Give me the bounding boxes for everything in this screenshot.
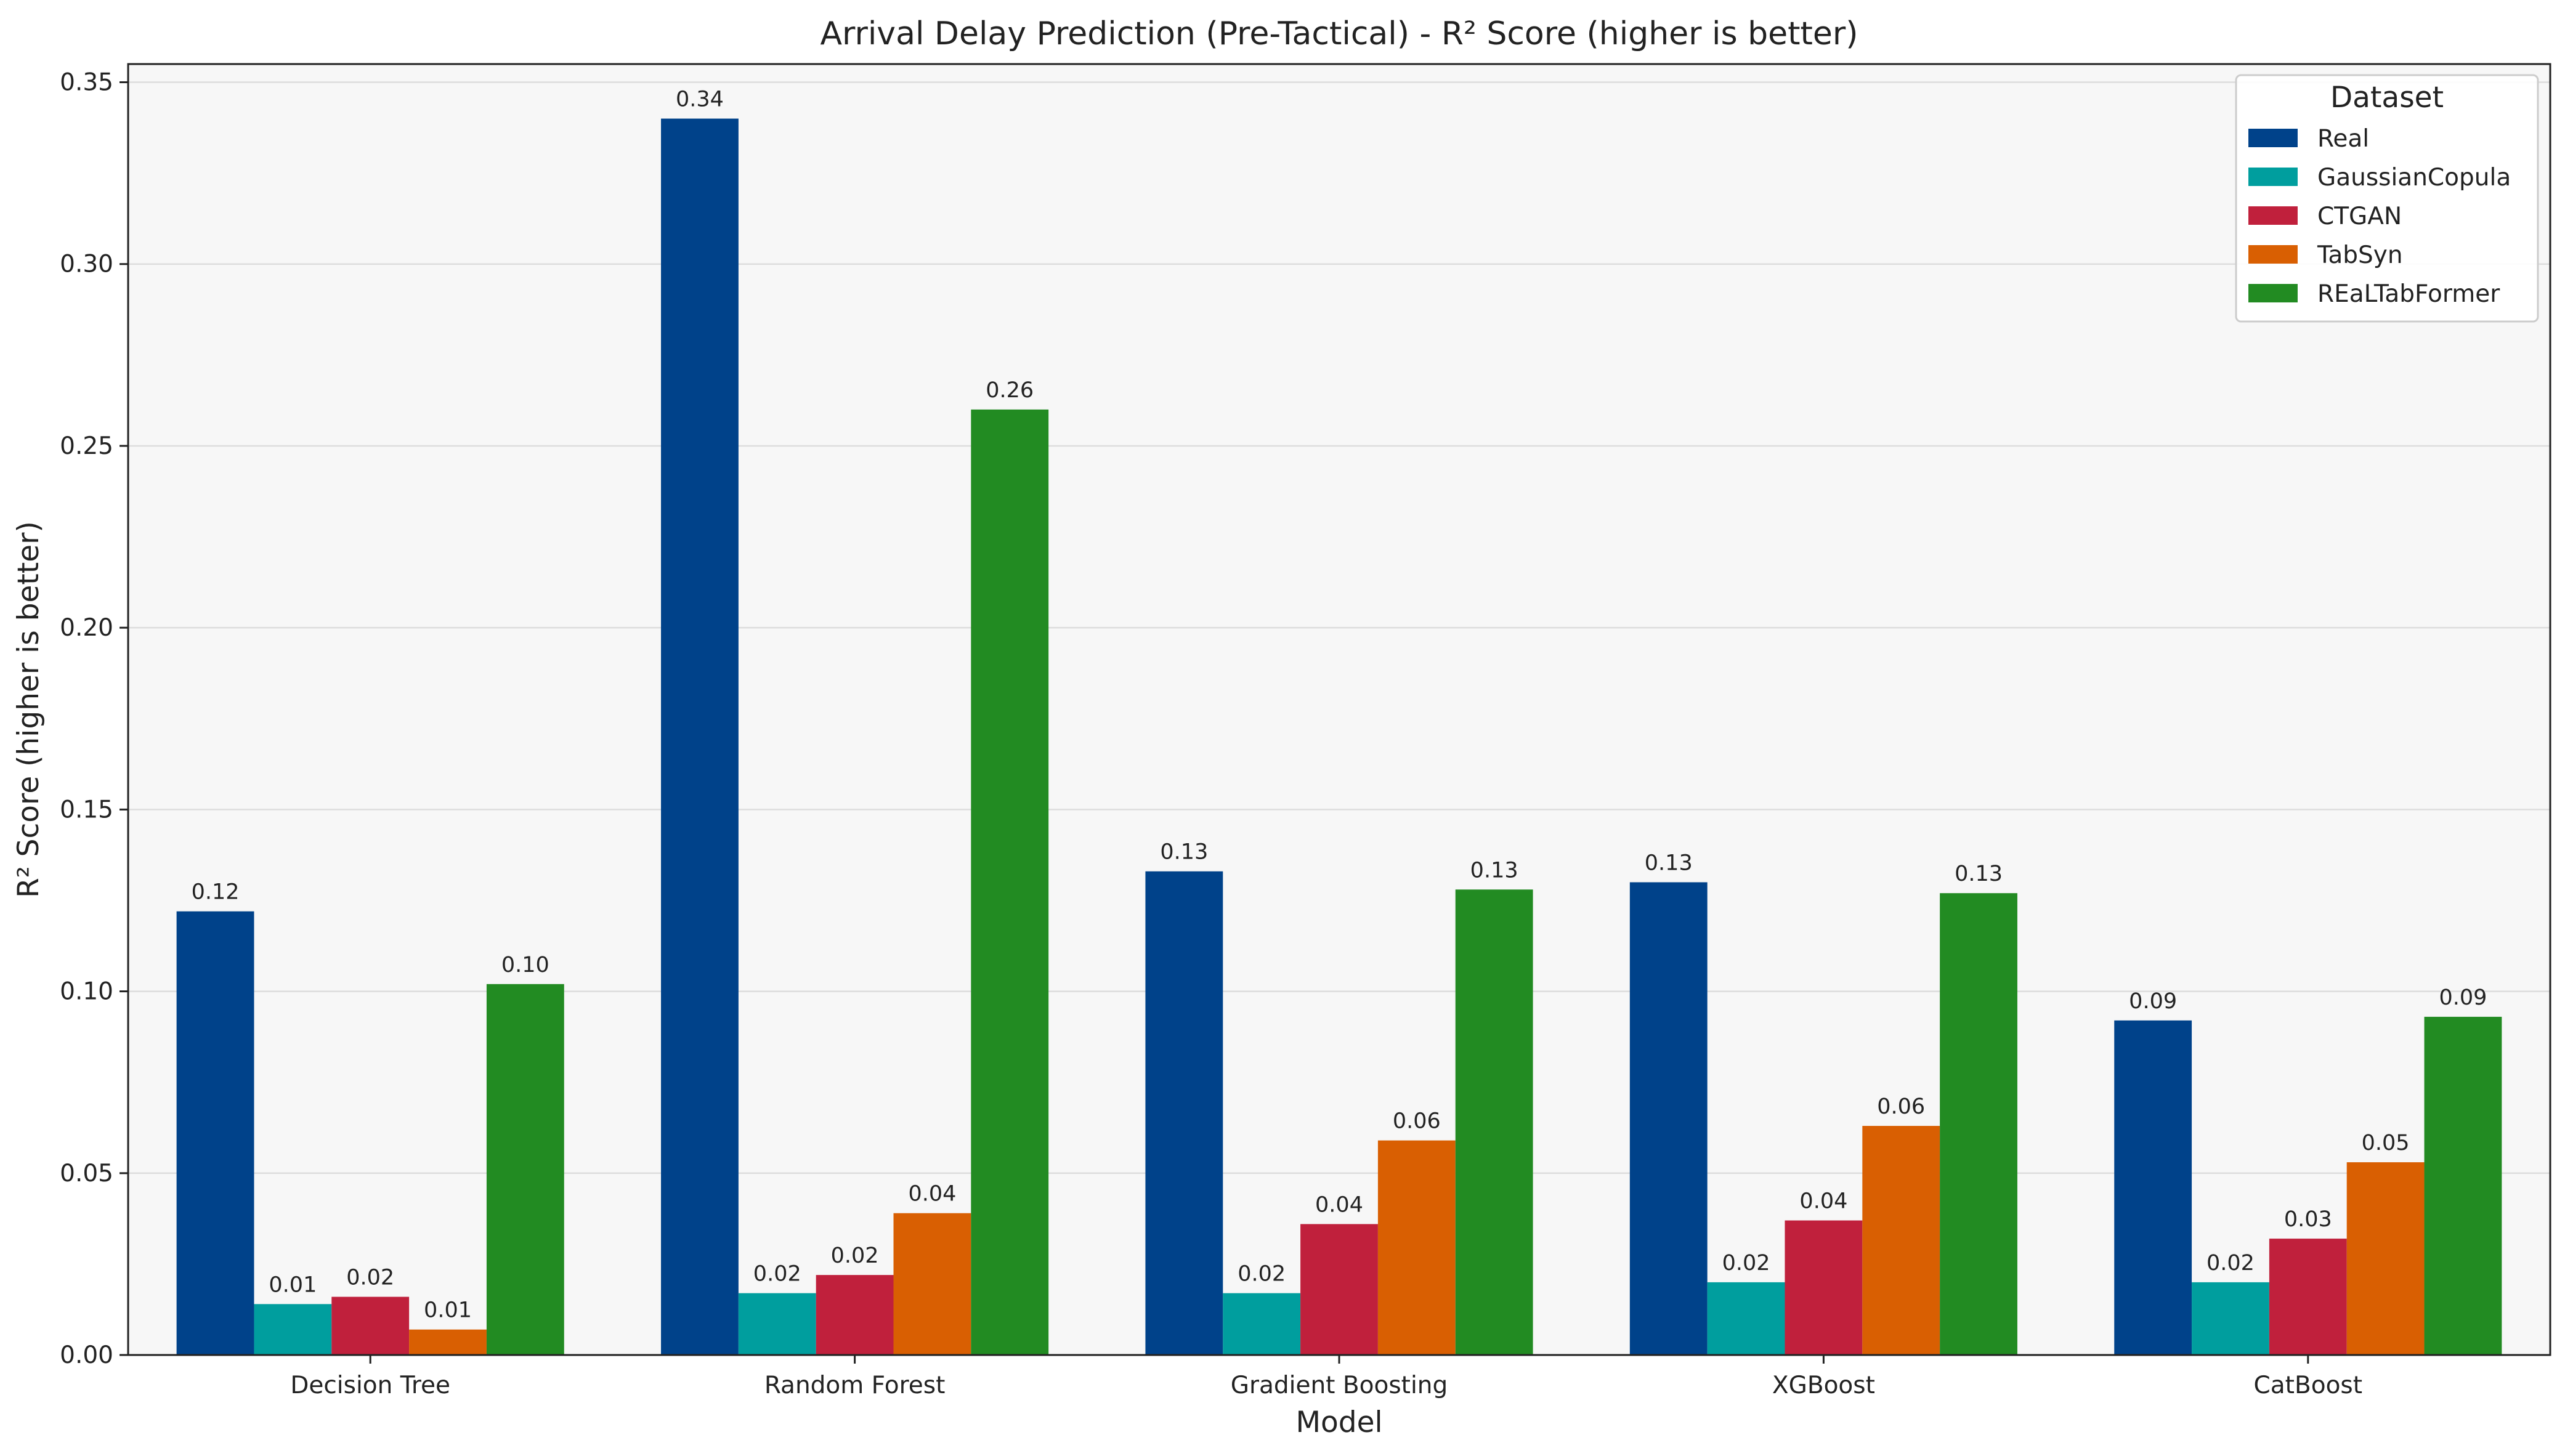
- y-tick-label: 0.25: [60, 432, 113, 460]
- legend: Dataset Real GaussianCopula CTGAN TabSyn REa…: [2235, 74, 2539, 323]
- bars: [176, 118, 2502, 1356]
- bar-value-label: 0.13: [1955, 862, 2003, 886]
- bar: [1300, 1224, 1378, 1355]
- bar: [971, 409, 1049, 1356]
- x-tick-label: Decision Tree: [290, 1372, 450, 1399]
- x-tick-label: XGBoost: [1772, 1372, 1875, 1399]
- x-axis-label: Model: [1295, 1405, 1382, 1439]
- bar-value-label: 0.02: [1238, 1262, 1286, 1287]
- legend-title: Dataset: [2330, 81, 2444, 115]
- y-axis-label: R² Score (higher is better): [12, 521, 46, 898]
- bar: [486, 984, 564, 1355]
- bar-value-label: 0.05: [2362, 1131, 2410, 1155]
- legend-swatch: [2248, 168, 2298, 186]
- bar-value-label: 0.12: [192, 880, 240, 905]
- legend-box: [2235, 74, 2539, 323]
- bar: [1455, 889, 1533, 1355]
- bar-value-label: 0.13: [1160, 840, 1208, 865]
- bar: [1785, 1220, 1863, 1355]
- bar-value-label: 0.04: [908, 1182, 956, 1207]
- bar-value-label: 0.02: [1722, 1251, 1770, 1276]
- bar-value-label: 0.06: [1393, 1109, 1441, 1134]
- bar: [1707, 1282, 1785, 1355]
- x-axis: Decision Tree Random Forest Gradient Boost…: [290, 1355, 2362, 1399]
- bar: [1377, 1140, 1456, 1355]
- bar-labels: 0.12 0.01 0.02 0.01 0.10 0.34 0.02 0.02 0.04 0.26…: [192, 87, 2487, 1323]
- bar: [331, 1296, 410, 1355]
- legend-swatch: [2248, 206, 2298, 225]
- bar: [254, 1304, 332, 1355]
- bar-value-label: 0.02: [831, 1244, 879, 1268]
- bar-value-label: 0.10: [501, 953, 549, 977]
- bar-value-label: 0.02: [753, 1262, 801, 1287]
- legend-entry: Real: [2317, 125, 2369, 153]
- legend-swatch: [2248, 245, 2298, 264]
- legend-entry: REaLTabFormer: [2317, 280, 2500, 308]
- x-tick-label: Random Forest: [764, 1372, 946, 1399]
- bar: [2346, 1162, 2425, 1355]
- bar: [893, 1213, 971, 1355]
- bar: [1862, 1126, 1940, 1355]
- y-tick-label: 0.20: [60, 614, 113, 642]
- bar-value-label: 0.01: [269, 1272, 317, 1297]
- legend-swatch: [2248, 129, 2298, 147]
- bar-value-label: 0.02: [346, 1266, 394, 1290]
- bar: [1145, 871, 1223, 1355]
- bar-value-label: 0.01: [424, 1298, 472, 1323]
- legend-entry: CTGAN: [2317, 203, 2402, 230]
- bar: [176, 911, 254, 1355]
- bar-value-label: 0.02: [2206, 1251, 2255, 1276]
- y-tick-label: 0.35: [60, 69, 113, 97]
- bar-value-label: 0.09: [2439, 985, 2487, 1010]
- bar-value-label: 0.13: [1645, 851, 1693, 875]
- chart-title: Arrival Delay Prediction (Pre-Tactical) …: [820, 15, 1858, 52]
- legend-swatch: [2248, 284, 2298, 302]
- y-tick-label: 0.10: [60, 978, 113, 1006]
- legend-entry: GaussianCopula: [2317, 164, 2511, 192]
- bar: [738, 1293, 816, 1355]
- bar-value-label: 0.04: [1799, 1189, 1847, 1214]
- bar: [1940, 893, 2017, 1355]
- bar-value-label: 0.03: [2284, 1207, 2332, 1232]
- bar-value-label: 0.13: [1470, 858, 1518, 883]
- legend-entry: TabSyn: [2317, 241, 2403, 269]
- y-tick-label: 0.15: [60, 796, 113, 823]
- bar: [661, 118, 739, 1356]
- bar: [2424, 1016, 2502, 1355]
- y-tick-label: 0.05: [60, 1160, 113, 1187]
- bar: [1629, 882, 1708, 1355]
- bar: [2114, 1020, 2192, 1355]
- bar: [2269, 1239, 2347, 1355]
- bar-value-label: 0.06: [1877, 1094, 1925, 1119]
- y-tick-label: 0.00: [60, 1341, 113, 1369]
- y-axis: 0.00 0.05 0.10 0.15 0.20 0.25 0.30 0.35: [60, 69, 128, 1369]
- bar-value-label: 0.09: [2129, 989, 2177, 1014]
- bar: [1223, 1293, 1301, 1355]
- x-tick-label: Gradient Boosting: [1231, 1372, 1448, 1399]
- bar: [2192, 1282, 2269, 1355]
- y-tick-label: 0.30: [60, 251, 113, 278]
- bar: [816, 1275, 894, 1355]
- x-tick-label: CatBoost: [2254, 1372, 2363, 1399]
- bar: [409, 1329, 487, 1355]
- bar-value-label: 0.34: [676, 87, 724, 112]
- bar-value-label: 0.26: [986, 378, 1034, 403]
- bar-value-label: 0.04: [1315, 1192, 1363, 1217]
